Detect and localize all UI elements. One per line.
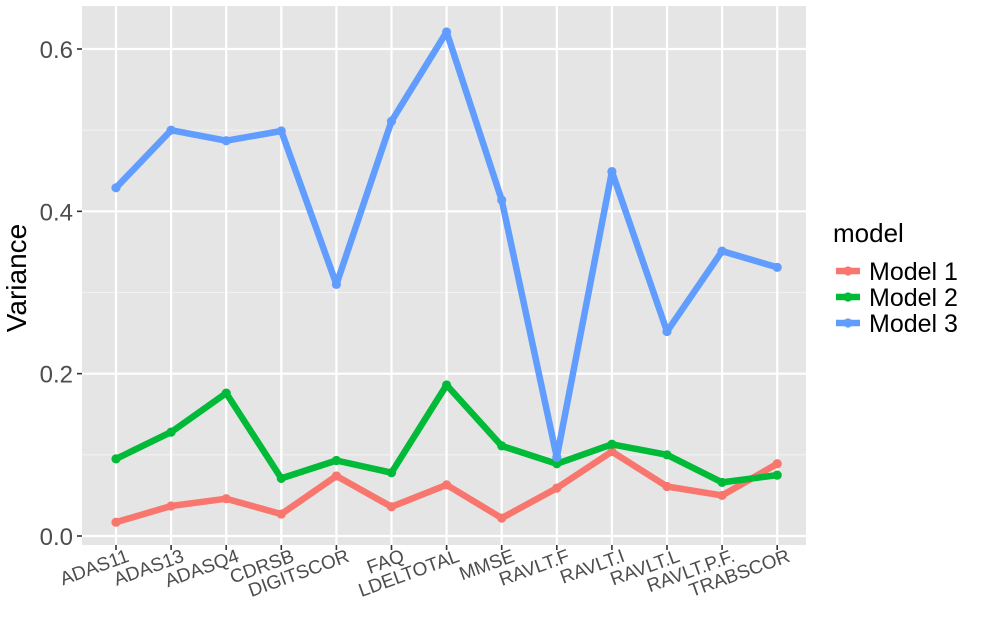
data-point-model-1 bbox=[111, 517, 121, 527]
data-point-model-2 bbox=[442, 380, 452, 390]
data-point-model-2 bbox=[221, 388, 231, 398]
data-point-model-2 bbox=[276, 473, 286, 483]
y-tick-label: 0.0 bbox=[40, 524, 73, 551]
data-point-model-1 bbox=[331, 471, 341, 481]
legend-key-point bbox=[843, 266, 853, 276]
y-tick-label: 0.2 bbox=[40, 362, 73, 389]
y-axis-title: Variance bbox=[1, 224, 32, 332]
data-point-model-1 bbox=[276, 509, 286, 519]
data-point-model-1 bbox=[552, 483, 562, 493]
data-point-model-2 bbox=[497, 441, 507, 451]
data-point-model-3 bbox=[662, 326, 672, 337]
series-model-1 bbox=[111, 446, 782, 527]
legend-key-model-1 bbox=[836, 266, 860, 276]
data-point-model-1 bbox=[497, 513, 507, 523]
grid-minor bbox=[82, 129, 806, 456]
data-point-model-2 bbox=[607, 439, 617, 449]
data-point-model-3 bbox=[607, 166, 617, 177]
data-point-model-2 bbox=[662, 450, 672, 460]
legend-key-model-3 bbox=[836, 318, 860, 328]
data-point-model-3 bbox=[166, 125, 176, 135]
legend-label-model-2: Model 2 bbox=[869, 284, 958, 312]
y-tick-label: 0.4 bbox=[40, 199, 73, 226]
data-point-model-2 bbox=[386, 468, 397, 478]
data-point-model-1 bbox=[607, 446, 617, 457]
data-point-model-3 bbox=[772, 262, 782, 272]
series-model-3 bbox=[111, 27, 782, 462]
data-point-model-1 bbox=[662, 481, 672, 492]
legend-label-model-1: Model 1 bbox=[869, 258, 958, 286]
series-model-2 bbox=[111, 380, 782, 488]
data-point-model-2 bbox=[552, 459, 562, 469]
data-point-model-3 bbox=[442, 27, 452, 37]
data-point-model-1 bbox=[717, 490, 727, 501]
data-point-model-2 bbox=[772, 470, 782, 480]
legend-label-model-3: Model 3 bbox=[869, 310, 958, 338]
data-point-model-3 bbox=[276, 126, 286, 136]
legend-key-model-2 bbox=[836, 292, 860, 302]
data-point-model-1 bbox=[166, 501, 176, 511]
legend-key-point bbox=[843, 318, 853, 328]
legend-title: model bbox=[833, 218, 904, 248]
data-point-model-3 bbox=[111, 183, 121, 193]
data-point-model-3 bbox=[331, 279, 341, 289]
data-point-model-3 bbox=[717, 246, 727, 256]
data-point-model-1 bbox=[386, 502, 397, 512]
data-point-model-2 bbox=[717, 477, 727, 488]
data-point-model-2 bbox=[111, 454, 121, 464]
legend-key-point bbox=[843, 292, 853, 302]
series-layer bbox=[111, 27, 782, 527]
data-point-model-3 bbox=[552, 452, 562, 462]
data-point-model-3 bbox=[221, 136, 231, 146]
data-point-model-2 bbox=[166, 427, 176, 437]
data-point-model-3 bbox=[497, 195, 507, 205]
data-point-model-1 bbox=[772, 459, 782, 469]
data-point-model-2 bbox=[331, 455, 341, 466]
data-point-model-1 bbox=[221, 494, 231, 504]
y-tick-label: 0.6 bbox=[40, 37, 73, 64]
y-axis: 0.0 0.2 0.4 0.6 bbox=[40, 37, 82, 551]
data-point-model-3 bbox=[386, 116, 397, 126]
data-point-model-1 bbox=[442, 480, 452, 490]
plot-panel bbox=[82, 6, 806, 545]
grid-major bbox=[82, 6, 806, 545]
